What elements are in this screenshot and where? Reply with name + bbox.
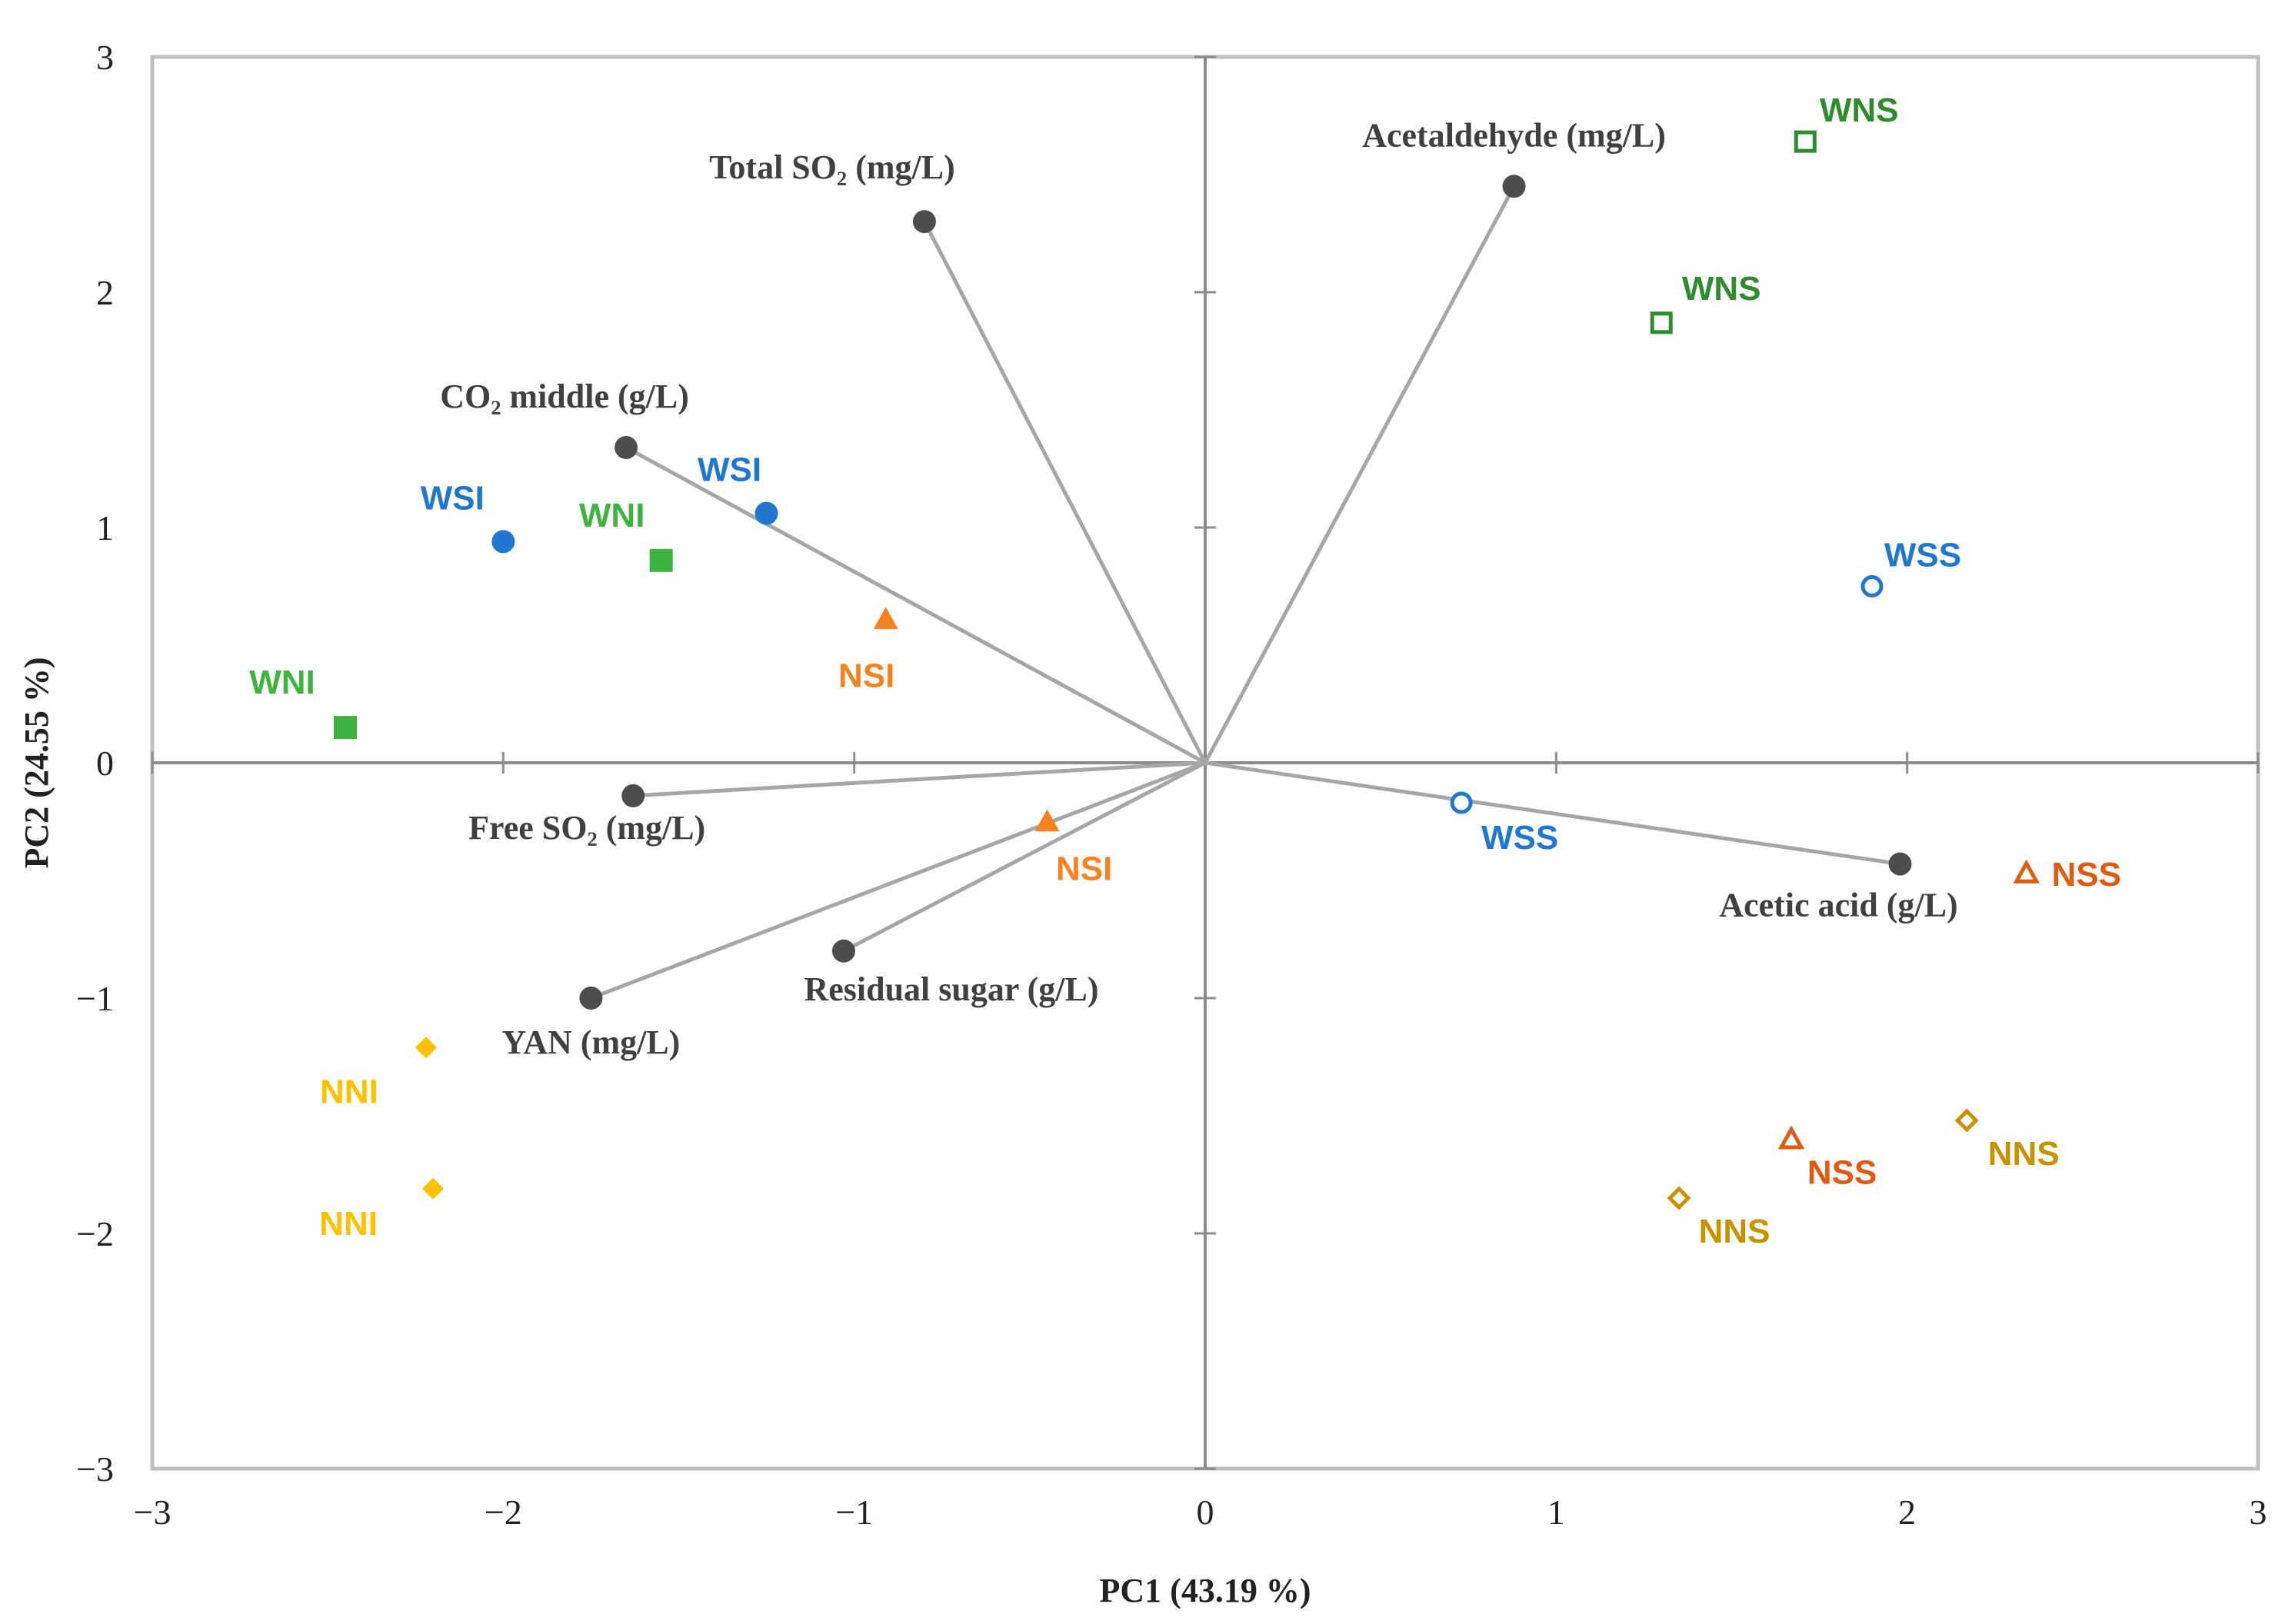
sample-point (1777, 1125, 1805, 1150)
loading-vector (633, 760, 1206, 798)
sample-label: NSS (2052, 856, 2121, 894)
loading-point (615, 435, 638, 459)
sample-label: WNS (1682, 270, 1761, 308)
sample-label: WNI (579, 497, 645, 534)
sample-label: WSS (1481, 819, 1558, 857)
loading-vector (625, 445, 1207, 765)
loading-vector (590, 760, 1206, 1000)
sample-point (1034, 809, 1060, 832)
sample-label: WNS (1820, 92, 1899, 129)
sample-point (1860, 575, 1884, 597)
x-tick-label: −1 (835, 1493, 873, 1532)
y-tick-label: −2 (76, 1214, 114, 1253)
loading-label: Total SO₂ (mg/L) (709, 148, 955, 186)
x-tick-label: 0 (1197, 1493, 1214, 1532)
sample-label: NNI (320, 1073, 378, 1110)
loading-point (621, 784, 645, 807)
point-labels: Total SO₂ (mg/L) Acetaldehyde (mg/L) CO₂ m… (249, 92, 2121, 1250)
loading-point (579, 987, 603, 1010)
sample-point (1667, 1186, 1691, 1210)
sample-label: WSI (421, 479, 485, 517)
sample-label: WSI (698, 451, 761, 489)
y-tick-label: 3 (96, 38, 114, 77)
x-tick-label: 1 (1547, 1493, 1565, 1532)
loading-vector (1203, 185, 1516, 764)
loading-point (1502, 175, 1526, 198)
sample-label: NSI (1056, 850, 1112, 888)
sample-label: NNS (1699, 1213, 1770, 1250)
sample-point (873, 607, 898, 630)
y-tick-label: −1 (76, 979, 114, 1018)
loading-label: Acetic acid (g/L) (1719, 887, 1957, 924)
y-tick-label: 0 (96, 744, 114, 783)
sample-label: NSS (1807, 1154, 1877, 1192)
sample-point (1650, 311, 1673, 334)
sample-label: WSS (1884, 537, 1961, 574)
y-tick-label: −3 (76, 1449, 114, 1489)
loading-vectors (590, 185, 1900, 1000)
sample-point (649, 548, 673, 572)
loading-vector (922, 221, 1207, 764)
sample-point (1954, 1108, 1979, 1133)
sample-point (754, 501, 778, 525)
x-tick-label: −3 (134, 1493, 172, 1532)
loading-label: Residual sugar (g/L) (804, 970, 1098, 1008)
loading-point (912, 210, 936, 234)
loading-vector (1204, 760, 1900, 867)
x-axis-title: PC1 (43.19 %) (1100, 1572, 1311, 1609)
sample-label: NNI (319, 1205, 378, 1243)
sample-point (1794, 130, 1817, 153)
sample-point (2013, 859, 2040, 884)
sample-point (415, 1037, 437, 1059)
sample-point (422, 1177, 445, 1200)
y-axis-title: PC2 (24.55 %) (18, 657, 55, 869)
loading-label: CO₂ middle (g/L) (440, 378, 689, 415)
sample-label: NSI (838, 657, 894, 694)
sample-point (491, 530, 515, 554)
y-tick-label: 1 (96, 508, 114, 547)
loading-point (1888, 852, 1912, 876)
sample-label: WNI (249, 664, 315, 701)
loading-label: Free SO₂ (mg/L) (468, 809, 705, 847)
x-tick-label: −2 (485, 1493, 522, 1532)
x-tick-label: 2 (1898, 1493, 1916, 1532)
sample-label: NNS (1988, 1135, 2060, 1173)
sample-points (333, 130, 2040, 1210)
tick-labels: −3 −2 −1 0 1 2 3 −3 −2 −1 0 1 2 3 (76, 38, 2267, 1532)
y-tick-label: 2 (96, 273, 114, 312)
x-tick-label: 3 (2250, 1493, 2267, 1532)
sample-point (1450, 791, 1473, 814)
loading-label: YAN (mg/L) (502, 1023, 681, 1061)
loading-point (831, 939, 855, 963)
sample-point (333, 716, 357, 740)
loading-label: Acetaldehyde (mg/L) (1362, 116, 1666, 154)
loading-vector (842, 760, 1207, 953)
